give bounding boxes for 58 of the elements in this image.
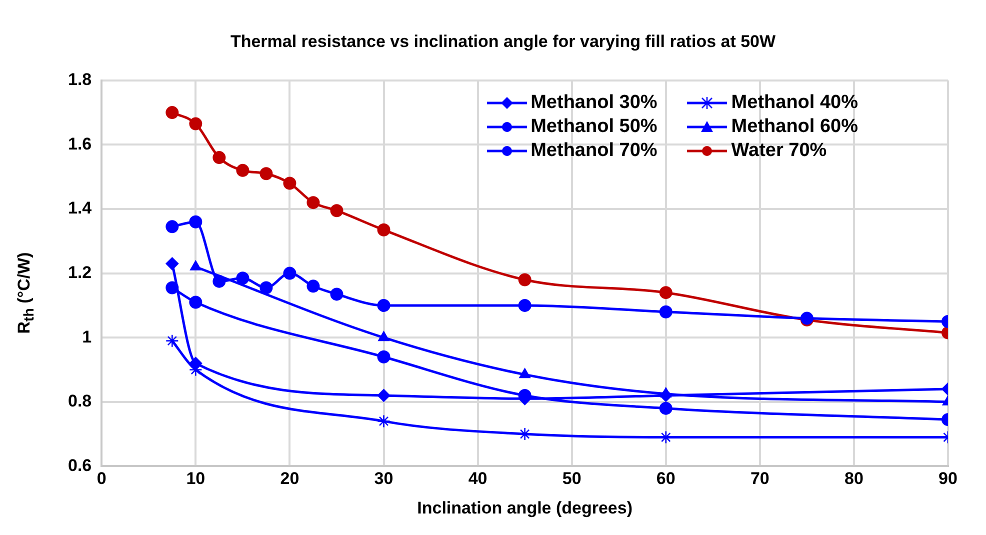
point	[166, 334, 179, 348]
legend-label: Methanol 60%	[731, 116, 858, 138]
x-tick-label: 10	[186, 469, 206, 488]
point	[518, 298, 532, 312]
point	[189, 296, 202, 309]
point	[518, 427, 532, 441]
point	[378, 331, 390, 342]
point	[377, 350, 390, 364]
x-tick-label: 90	[938, 469, 958, 488]
point	[283, 176, 296, 190]
point	[330, 204, 344, 218]
legend-label: Methanol 30%	[530, 92, 658, 114]
x-tick-label: 80	[844, 469, 864, 488]
x-tick-label: 50	[562, 469, 582, 488]
y-tick-label: 1	[82, 327, 92, 346]
point	[377, 414, 390, 428]
point	[166, 106, 179, 120]
y-tick-label: 1.8	[68, 70, 92, 90]
point	[306, 280, 320, 293]
point	[377, 298, 390, 312]
x-tick-label: 30	[374, 469, 394, 488]
y-tick-label: 0.8	[68, 392, 92, 411]
point	[330, 288, 344, 301]
point	[659, 305, 672, 318]
point	[519, 368, 531, 378]
point	[306, 196, 320, 210]
point	[377, 388, 390, 402]
x-tick-label: 0	[96, 469, 106, 488]
legend-label: Water 70%	[731, 140, 827, 162]
chart-title: Thermal resistance vs inclination angle for varying fill ratios at 50W	[230, 32, 777, 51]
y-tick-label: 1.4	[68, 198, 92, 218]
point	[659, 388, 672, 402]
point	[189, 117, 202, 130]
point	[260, 167, 273, 180]
point	[166, 257, 179, 270]
point	[518, 273, 532, 286]
point	[659, 402, 672, 415]
point	[189, 356, 202, 370]
x-tick-label: 20	[280, 469, 300, 488]
point	[659, 286, 672, 300]
point	[236, 272, 250, 285]
point	[283, 266, 296, 280]
point	[189, 215, 202, 228]
y-tick-label: 0.6	[68, 456, 92, 475]
x-tick-label: 40	[468, 469, 488, 488]
point	[260, 281, 273, 294]
y-tick-label: 1.2	[68, 262, 92, 282]
x-axis-title: Inclination angle (degrees)	[417, 498, 633, 518]
y-tick-label: 1.6	[68, 134, 92, 154]
x-tick-label: 70	[750, 469, 770, 488]
point	[377, 223, 390, 236]
x-tick-label: 60	[656, 469, 676, 488]
point	[212, 151, 226, 164]
legend-label: Methanol 40%	[731, 92, 858, 114]
point	[236, 164, 250, 177]
point	[166, 220, 179, 234]
legend-label: Methanol 70%	[530, 140, 658, 162]
legend-label: Methanol 50%	[530, 116, 658, 138]
